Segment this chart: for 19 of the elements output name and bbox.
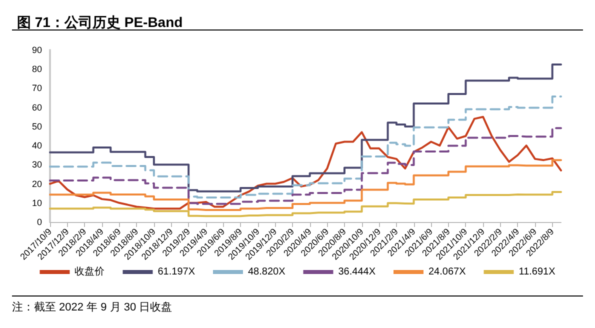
y-tick-label: 20	[32, 178, 42, 189]
chart-title: 图 71：公司历史 PE-Band	[17, 14, 183, 30]
y-tick-label: 70	[32, 83, 42, 94]
y-tick-label: 80	[32, 64, 42, 74]
y-tick-label: 40	[32, 140, 42, 151]
legend-label: 48.820X	[248, 266, 286, 278]
y-tick-label: 50	[32, 121, 42, 132]
line-series	[49, 116, 562, 210]
legend-label: 收盘价	[74, 266, 105, 278]
y-tick-label: 10	[32, 198, 42, 208]
text: 注：截至 2022 年 9 月 30 日收盘	[12, 300, 172, 314]
y-tick-label: 60	[32, 102, 42, 112]
legend-label: 24.067X	[428, 266, 466, 278]
legend-label: 36.444X	[338, 266, 376, 278]
y-tick-label: 0	[36, 217, 42, 227]
legend-label: 11.691X	[518, 266, 556, 278]
y-tick-label: 30	[32, 160, 42, 170]
y-tick-label: 90	[32, 45, 42, 55]
legend-label: 61.197X	[158, 266, 196, 278]
